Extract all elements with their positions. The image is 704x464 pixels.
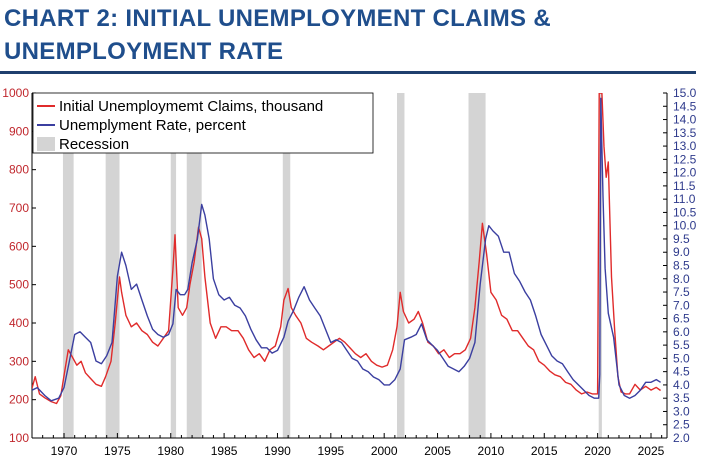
y-left-tick-label-7: 800 bbox=[9, 163, 29, 177]
x-tick-label-9: 2015 bbox=[531, 444, 558, 458]
legend-label-2: Unemplyment Rate, percent bbox=[59, 117, 247, 134]
legend: Initial Unemploymemt Claims, thousand Une… bbox=[32, 92, 374, 154]
y-right-tick-label-17: 10.5 bbox=[673, 205, 697, 219]
y-right-tick-label-5: 4.5 bbox=[673, 365, 690, 379]
y-right-tick-label-0: 2.0 bbox=[673, 431, 690, 445]
x-tick-label-1: 1975 bbox=[104, 444, 131, 458]
y-right-tick-label-21: 12.5 bbox=[673, 152, 697, 166]
y-left-tick-label-5: 600 bbox=[9, 239, 29, 253]
x-tick-label-8: 2010 bbox=[478, 444, 505, 458]
x-tick-label-6: 2000 bbox=[371, 444, 398, 458]
y-left-tick-label-1: 200 bbox=[9, 393, 29, 407]
legend-label-3: Recession bbox=[59, 136, 129, 153]
y-right-tick-label-4: 4.0 bbox=[673, 378, 690, 392]
recession-band-5 bbox=[282, 93, 291, 438]
y-right-tick-label-2: 3.0 bbox=[673, 404, 690, 418]
recession-band-1 bbox=[62, 93, 74, 438]
x-tick-label-5: 1995 bbox=[317, 444, 344, 458]
y-right-tick-label-7: 5.5 bbox=[673, 338, 690, 352]
y-left-tick-label-0: 100 bbox=[9, 431, 29, 445]
y-right-tick-label-8: 6.0 bbox=[673, 325, 690, 339]
y-right-tick-label-18: 11.0 bbox=[673, 192, 696, 206]
y-right-tick-label-6: 5.0 bbox=[673, 351, 690, 365]
recession-band-2 bbox=[105, 93, 120, 438]
y-right-tick-label-22: 13.0 bbox=[673, 139, 697, 153]
y-right-tick-label-19: 11.5 bbox=[673, 179, 696, 193]
y-right-tick-label-24: 14.0 bbox=[673, 113, 697, 127]
x-tick-label-7: 2005 bbox=[424, 444, 451, 458]
y-right-tick-label-13: 8.5 bbox=[673, 259, 690, 273]
y-right-tick-label-23: 13.5 bbox=[673, 126, 697, 140]
y-right-tick-label-15: 9.5 bbox=[673, 232, 690, 246]
recession-band-4 bbox=[186, 93, 202, 438]
x-tick-label-2: 1980 bbox=[157, 444, 184, 458]
chart-title: CHART 2: INITIAL UNEMPLOYMENT CLAIMS & U… bbox=[4, 2, 694, 68]
y-right-tick-label-12: 8.0 bbox=[673, 272, 690, 286]
y-right-tick-label-25: 14.5 bbox=[673, 99, 697, 113]
y-left-tick-label-6: 700 bbox=[9, 201, 29, 215]
y-right-tick-label-9: 6.5 bbox=[673, 312, 690, 326]
legend-swatch-3 bbox=[37, 137, 55, 151]
y-right-tick-label-26: 15.0 bbox=[673, 86, 697, 100]
y-right-tick-label-1: 2.5 bbox=[673, 418, 690, 432]
chart: 100 200 300 400 500 600 700 800 900 1000 2.02.53.0… bbox=[2, 86, 696, 458]
chart-title-line-2: UNEMPLOYMENT RATE bbox=[4, 38, 284, 65]
y-left-tick-label-4: 500 bbox=[9, 278, 29, 292]
plot-area: 100 200 300 400 500 600 700 800 900 1000 2.02.53.0… bbox=[2, 86, 696, 458]
y-right-tick-label-14: 9.0 bbox=[673, 245, 690, 259]
legend-label-1: Initial Unemploymemt Claims, thousand bbox=[59, 98, 323, 115]
series-line-unemployment-rate bbox=[32, 97, 661, 402]
y-right-tick-label-20: 12.0 bbox=[673, 166, 697, 180]
x-tick-label-4: 1990 bbox=[264, 444, 291, 458]
x-tick-label-0: 1970 bbox=[51, 444, 78, 458]
y-left-tick-label-8: 900 bbox=[9, 124, 29, 138]
recession-band-6 bbox=[396, 93, 405, 438]
x-tick-label-10: 2020 bbox=[584, 444, 611, 458]
chart-title-line-1: CHART 2: INITIAL UNEMPLOYMENT CLAIMS & bbox=[4, 5, 551, 32]
y-left-tick-label-9: 1000 bbox=[2, 86, 29, 100]
y-right-tick-label-10: 7.0 bbox=[673, 298, 690, 312]
legend-box bbox=[32, 92, 374, 154]
title-divider bbox=[0, 71, 696, 74]
y-right-tick-label-16: 10.0 bbox=[673, 219, 697, 233]
x-tick-label-3: 1985 bbox=[211, 444, 238, 458]
series-group bbox=[32, 93, 662, 405]
y-right-tick-label-11: 7.5 bbox=[673, 285, 690, 299]
recession-band-7 bbox=[468, 93, 486, 438]
y-right-tick-label-3: 3.5 bbox=[673, 391, 690, 405]
y-left-tick-label-3: 400 bbox=[9, 316, 29, 330]
x-tick-label-11: 2025 bbox=[638, 444, 665, 458]
series-line-claims bbox=[32, 93, 662, 405]
y-left-tick-label-2: 300 bbox=[9, 354, 29, 368]
